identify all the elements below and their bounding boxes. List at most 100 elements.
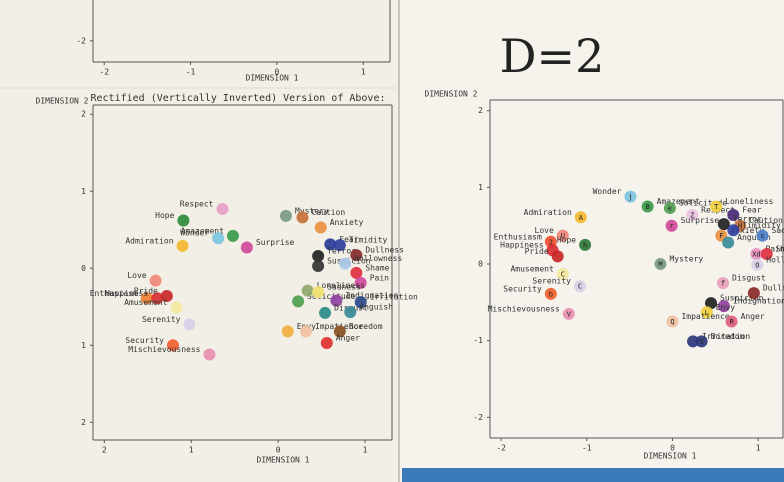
y-tick-label: 2 (478, 106, 483, 115)
point-label: Disgust (732, 274, 766, 283)
point (299, 325, 312, 338)
x-tick-label: 0 (276, 446, 281, 455)
x-tick-label: 0 (670, 444, 675, 453)
point (725, 315, 738, 328)
x-tick-label: 1 (363, 446, 368, 455)
point (149, 274, 162, 287)
point (281, 325, 294, 338)
point-code: T (714, 203, 719, 211)
point (710, 200, 723, 213)
point (717, 300, 730, 313)
point-label: Caution (749, 216, 783, 225)
point-label: Love (127, 271, 146, 280)
point (556, 229, 569, 242)
point-label: Love (535, 226, 554, 235)
y-tick-label: 0 (81, 264, 86, 273)
point-label: Loneliness (317, 281, 365, 290)
point (686, 208, 699, 221)
point (312, 259, 325, 272)
point-label: Amusement (510, 264, 554, 273)
point-label: Caution (311, 208, 345, 217)
point-label: Hope (557, 235, 576, 244)
point (330, 294, 343, 307)
point-label: Anxiety (330, 218, 364, 227)
point-label: Irritation (702, 332, 750, 341)
point-label: Solicitude (307, 292, 355, 301)
point-code: e (668, 205, 672, 213)
point (705, 297, 718, 310)
point (700, 306, 713, 319)
point-label: Mischievousness (128, 345, 200, 354)
point-code: f (721, 280, 725, 288)
point (319, 306, 332, 319)
point-label: Shame (776, 245, 784, 254)
point-label: Amazement (657, 197, 701, 206)
point (544, 287, 557, 300)
point-code: O (755, 261, 759, 269)
y-tick-label: 1 (81, 187, 86, 196)
point-label: Pain (370, 273, 389, 282)
point (695, 335, 708, 348)
y-tick-label: 1 (81, 341, 86, 350)
x-tick-label: 1 (756, 444, 761, 453)
x-tick-label: -1 (582, 444, 592, 453)
point-label: Boredom (711, 332, 745, 341)
x-tick-label: 1 (189, 446, 194, 455)
point-label: Fear (339, 235, 358, 244)
x-tick-label: -1 (186, 68, 196, 77)
point (747, 287, 760, 300)
point-label: Indignation (733, 297, 784, 306)
point (663, 202, 676, 215)
point-label: Amazement (181, 226, 225, 235)
point (160, 289, 173, 302)
point-label: Surprise (681, 216, 720, 225)
point-code: Z (690, 211, 694, 219)
point (562, 307, 575, 320)
point-label: Mystery (669, 255, 703, 264)
point (240, 241, 253, 254)
x-tick-label: 1 (361, 68, 366, 77)
y-tick-label: 0 (478, 260, 483, 269)
point-label: Happiness (500, 241, 544, 250)
point (751, 258, 764, 271)
point-code: H (738, 222, 742, 230)
point (760, 248, 773, 261)
y-axis-label: DIMENSION 2 (425, 90, 478, 99)
point-code: 2 (549, 238, 553, 246)
point-label: Suspicion (720, 294, 764, 303)
point-label: Amusement (124, 298, 168, 307)
point (140, 292, 153, 305)
point (216, 202, 229, 215)
point-code: F (719, 232, 723, 240)
x-axis-label: DIMENSION 1 (257, 456, 310, 465)
point (579, 238, 592, 251)
point (279, 209, 292, 222)
point (170, 301, 183, 314)
point-code: j (628, 193, 632, 201)
point-label: Surprise (256, 238, 295, 247)
point-code: c (760, 232, 764, 240)
y-tick-label: 2 (81, 418, 86, 427)
x-tick-label: -2 (99, 68, 109, 77)
point-label: Pain (765, 245, 784, 254)
point (665, 219, 678, 232)
point-label: Enthusiasm (494, 232, 542, 241)
point (641, 200, 654, 213)
y-tick-label: 2 (81, 110, 86, 119)
point-label: Solicitude (679, 199, 727, 208)
point (654, 258, 667, 271)
point-label: Anguish (359, 303, 393, 312)
point-label: Terror (733, 215, 762, 224)
point (296, 211, 309, 224)
point-code: L (705, 309, 709, 317)
point-code: A (579, 214, 584, 222)
point-label: Dullness (365, 246, 404, 255)
point (212, 232, 225, 245)
point-label: Security (503, 284, 542, 293)
point-label: Admiration (125, 236, 173, 245)
y-tick-label: -1 (473, 336, 483, 345)
point (574, 211, 587, 224)
point-code: V (567, 310, 572, 318)
point-label: Respect (180, 199, 214, 208)
